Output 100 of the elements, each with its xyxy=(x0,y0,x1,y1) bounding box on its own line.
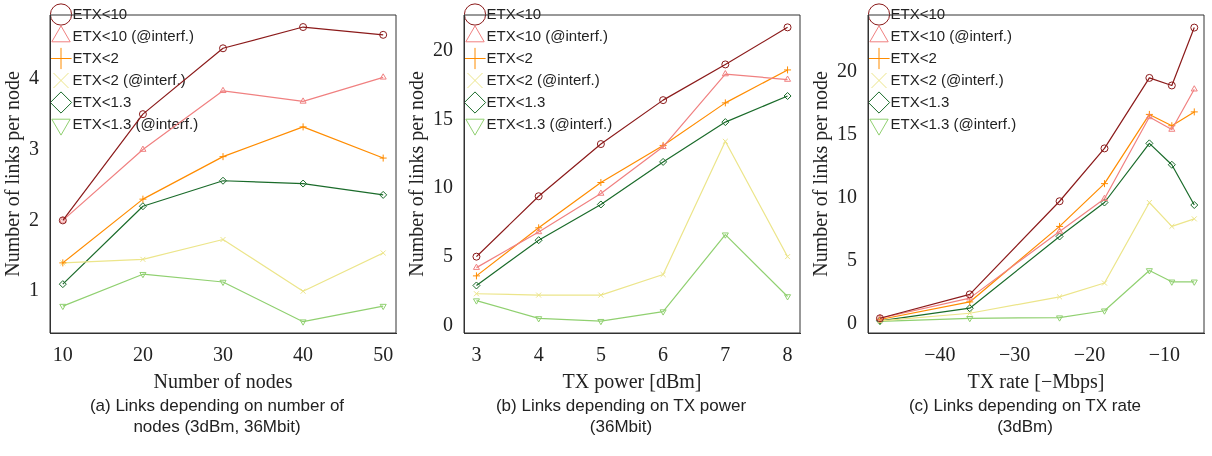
point xyxy=(1190,279,1198,286)
point xyxy=(659,309,667,316)
y-axis-title: Number of links per node xyxy=(809,71,833,277)
point xyxy=(1145,139,1154,148)
point xyxy=(299,319,307,326)
point xyxy=(1056,315,1064,322)
legend-label: ETX<2 (@interf.) xyxy=(486,70,600,88)
x-tick-label: −30 xyxy=(999,343,1031,366)
y-tick-label: 10 xyxy=(433,175,453,198)
point xyxy=(472,252,481,261)
point xyxy=(1167,81,1176,90)
point xyxy=(138,202,147,211)
point xyxy=(1145,73,1154,82)
point xyxy=(966,316,974,323)
legend-label: ETX<1.3 xyxy=(890,92,950,110)
point xyxy=(535,292,542,299)
point xyxy=(534,236,543,245)
point xyxy=(965,290,974,299)
point xyxy=(1100,194,1108,201)
point xyxy=(219,176,227,185)
point xyxy=(58,280,67,289)
legend-label: ETX<1.3 (@interf.) xyxy=(72,114,199,132)
point xyxy=(659,96,668,105)
point xyxy=(139,145,147,152)
x-tick-label: 40 xyxy=(293,343,314,366)
point xyxy=(299,23,308,32)
point xyxy=(1100,179,1109,188)
point xyxy=(1191,215,1198,222)
x-tick-label: −10 xyxy=(1148,343,1180,366)
y-tick-label: 20 xyxy=(837,58,857,81)
point xyxy=(139,271,147,279)
x-tick-label: 50 xyxy=(373,343,394,366)
point xyxy=(596,200,605,209)
text: (c) Links depending on TX rate (3dBm) xyxy=(907,395,1143,437)
point xyxy=(721,118,730,127)
point xyxy=(1101,280,1108,287)
point xyxy=(784,294,792,301)
point xyxy=(472,271,481,280)
legend-label: ETX<2 (@interf.) xyxy=(890,70,1004,88)
point xyxy=(219,86,227,94)
y-tick-label: 20 xyxy=(433,37,453,60)
y-tick-label: 4 xyxy=(29,65,39,88)
point xyxy=(219,279,227,287)
y-tick-label: 5 xyxy=(443,243,453,266)
point xyxy=(1190,201,1199,210)
x-tick-label: 30 xyxy=(213,343,233,366)
point xyxy=(1167,160,1176,169)
point xyxy=(59,303,67,311)
point xyxy=(1168,279,1176,286)
y-tick-label: 2 xyxy=(29,207,39,230)
text: (b) Links depending on TX power (36Mbit) xyxy=(494,395,748,437)
point xyxy=(139,256,146,263)
x-tick-label: 7 xyxy=(720,343,731,366)
x-tick-label: 4 xyxy=(533,343,544,366)
legend-label: ETX<10 xyxy=(890,4,946,22)
x-tick-label: 5 xyxy=(595,343,606,366)
legend-label: ETX<1.3 (@interf.) xyxy=(486,114,613,132)
point xyxy=(596,140,605,149)
point xyxy=(721,60,730,69)
point xyxy=(472,281,481,290)
point xyxy=(299,97,307,104)
point xyxy=(299,179,308,188)
legend-label: ETX<1.3 xyxy=(486,92,546,110)
point xyxy=(596,178,605,187)
point xyxy=(534,192,543,201)
point xyxy=(472,263,480,270)
x-tick-label: 20 xyxy=(132,343,153,366)
point xyxy=(535,316,543,323)
point xyxy=(966,294,974,301)
point xyxy=(299,122,308,131)
x-axis-title: Number of nodes xyxy=(153,370,293,393)
point xyxy=(659,157,668,166)
point xyxy=(300,288,307,295)
point xyxy=(219,152,227,161)
point xyxy=(220,236,226,243)
x-tick-label: 10 xyxy=(52,343,73,366)
y-tick-label: 3 xyxy=(29,136,39,159)
point xyxy=(1168,125,1176,132)
point xyxy=(1100,198,1109,207)
point xyxy=(784,75,792,82)
y-axis-title: Number of links per node xyxy=(1,71,25,277)
legend-label: ETX<10 xyxy=(486,4,542,22)
point xyxy=(1190,107,1199,116)
y-tick-label: 5 xyxy=(847,247,857,270)
text: (a) Links depending on number of nodes (3dBm, 36Mbit) xyxy=(88,395,346,437)
point xyxy=(1055,197,1064,206)
point xyxy=(219,44,227,53)
x-axis-title: TX rate [−Mbps] xyxy=(967,370,1105,394)
point xyxy=(965,304,974,313)
point xyxy=(379,190,388,199)
legend-label: ETX<10 xyxy=(72,4,128,22)
point xyxy=(721,98,730,107)
point xyxy=(722,138,729,145)
point xyxy=(721,232,729,239)
point xyxy=(783,65,792,74)
point xyxy=(783,92,792,101)
point xyxy=(1168,223,1175,230)
point xyxy=(597,318,605,326)
point xyxy=(138,195,147,204)
point xyxy=(783,23,792,32)
